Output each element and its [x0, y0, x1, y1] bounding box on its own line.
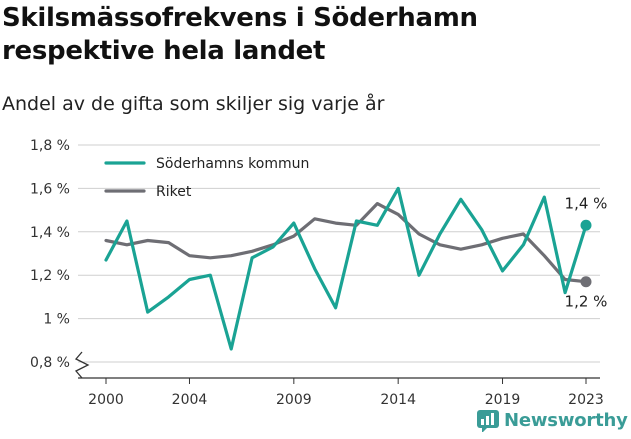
grid-lines: [78, 144, 600, 363]
end-point-soderhamn: [580, 219, 592, 231]
series-line-soderhamn: [104, 186, 588, 351]
y-tick-label: 1,4 %: [30, 225, 70, 241]
newsworthy-brand-name: Newsworthy: [504, 409, 628, 431]
x-tick-label: 2014: [380, 392, 416, 408]
axis-break-mark: [74, 351, 90, 379]
newsworthy-logo-icon: [477, 410, 499, 432]
end-label-riket: 1,2 %: [565, 293, 608, 311]
chart-title: Skilsmässofrekvens i Söderhamn respektiv…: [2, 3, 478, 66]
y-tick-label: 1,2 %: [30, 268, 70, 284]
y-axis-ticks: 0,8 % 1 % 1,2 % 1,4 % 1,6 % 1,8 %: [30, 138, 70, 371]
legend: Söderhamns kommun Riket: [104, 156, 309, 200]
x-tick-label: 2000: [88, 392, 124, 408]
end-label-soderhamn: 1,4 %: [565, 194, 608, 212]
legend-label-riket: Riket: [156, 184, 192, 200]
x-tick-label: 2023: [568, 392, 604, 408]
end-labels: 1,2 % 1,4 %: [565, 194, 608, 310]
y-tick-label: 1,8 %: [30, 138, 70, 154]
series-line-riket: [104, 202, 588, 284]
chart-subtitle: Andel av de gifta som skiljer sig varje …: [2, 93, 385, 115]
y-tick-label: 0,8 %: [30, 355, 70, 371]
series-lines: [104, 186, 592, 351]
legend-label-soderhamn: Söderhamns kommun: [156, 156, 309, 172]
newsworthy-logo: Newsworthy: [476, 408, 628, 432]
x-axis: 2000 2004 2009 2014 2019 2023: [74, 351, 604, 408]
y-tick-label: 1 %: [43, 312, 70, 328]
y-tick-label: 1,6 %: [30, 181, 70, 197]
end-point-riket: [580, 276, 592, 288]
x-tick-label: 2009: [276, 392, 312, 408]
x-tick-label: 2019: [485, 392, 521, 408]
x-tick-label: 2004: [172, 392, 208, 408]
